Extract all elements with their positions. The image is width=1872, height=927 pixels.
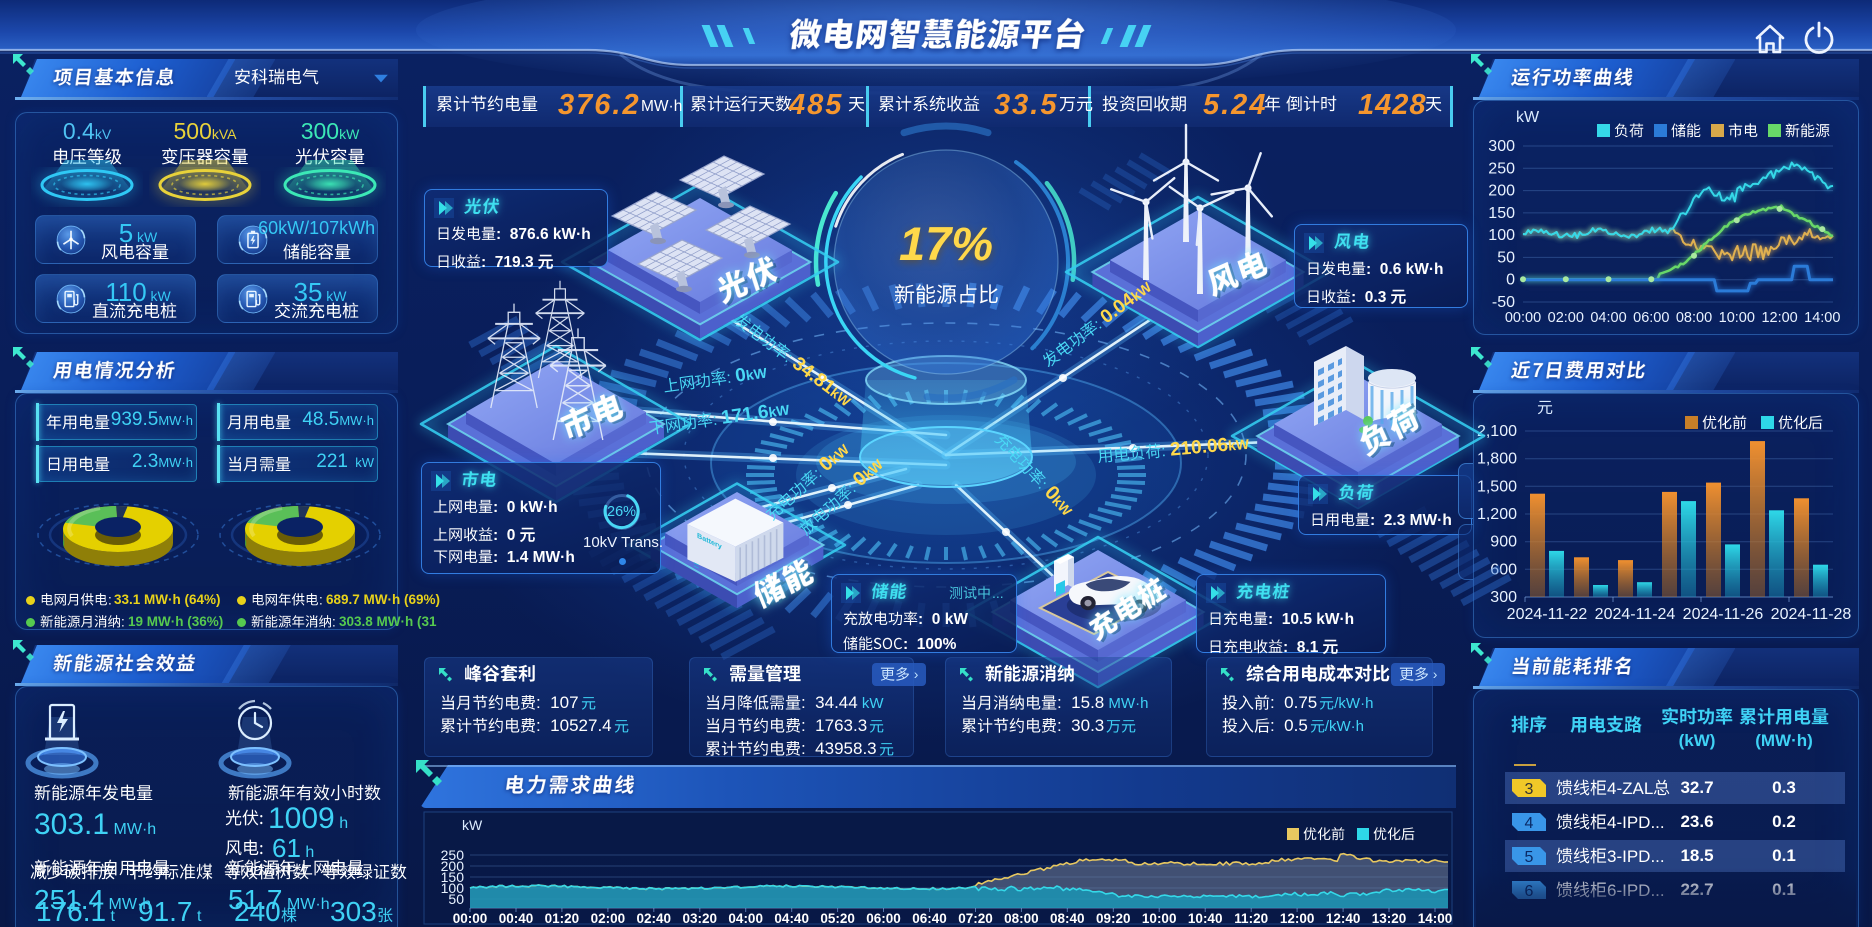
svg-text:2024-11-28: 2024-11-28 bbox=[1771, 606, 1852, 623]
svg-text:06:00: 06:00 bbox=[1633, 310, 1669, 326]
svg-text:0: 0 bbox=[734, 365, 747, 387]
svg-text:5: 5 bbox=[1525, 849, 1534, 866]
svg-text:02:00: 02:00 bbox=[591, 911, 626, 926]
svg-text::: : bbox=[121, 615, 125, 630]
svg-text:04:40: 04:40 bbox=[774, 911, 809, 926]
svg-text:02:40: 02:40 bbox=[637, 911, 672, 926]
svg-text:10:00: 10:00 bbox=[1719, 310, 1755, 326]
svg-text:14:00: 14:00 bbox=[1418, 911, 1453, 926]
svg-text:01:20: 01:20 bbox=[545, 911, 580, 926]
svg-text:900: 900 bbox=[1490, 534, 1517, 551]
svg-text:100: 100 bbox=[441, 880, 465, 896]
svg-text:1,200: 1,200 bbox=[1477, 506, 1517, 523]
svg-text:14:00: 14:00 bbox=[1804, 310, 1840, 326]
svg-text:4-ZAL: 4-ZAL bbox=[1607, 779, 1653, 798]
svg-text:09:20: 09:20 bbox=[1096, 911, 1131, 926]
svg-text:12:00: 12:00 bbox=[1761, 310, 1797, 326]
svg-text:06:00: 06:00 bbox=[866, 911, 901, 926]
svg-text::: : bbox=[1161, 443, 1167, 460]
svg-text:04:00: 04:00 bbox=[728, 911, 763, 926]
svg-text:200: 200 bbox=[1488, 183, 1515, 200]
svg-text:10:40: 10:40 bbox=[1188, 911, 1223, 926]
svg-text:03:20: 03:20 bbox=[683, 911, 718, 926]
svg-text:2024-11-26: 2024-11-26 bbox=[1683, 606, 1764, 623]
svg-text:600: 600 bbox=[1490, 561, 1517, 578]
svg-text:0.3: 0.3 bbox=[1772, 778, 1796, 797]
svg-text:05:20: 05:20 bbox=[820, 911, 855, 926]
svg-text:150: 150 bbox=[441, 869, 465, 885]
svg-text:0: 0 bbox=[1506, 272, 1515, 289]
svg-text:0.1: 0.1 bbox=[1772, 846, 1796, 865]
svg-text:08:40: 08:40 bbox=[1050, 911, 1085, 926]
svg-text:50: 50 bbox=[448, 891, 464, 907]
svg-text:2,100: 2,100 bbox=[1477, 423, 1517, 440]
svg-text:250: 250 bbox=[1488, 160, 1515, 177]
svg-text:200: 200 bbox=[441, 858, 465, 874]
svg-text:4-IPD...: 4-IPD... bbox=[1607, 813, 1665, 832]
svg-text:1,500: 1,500 bbox=[1477, 478, 1517, 495]
svg-text:(MW·h): (MW·h) bbox=[1755, 731, 1813, 750]
svg-text:1,800: 1,800 bbox=[1477, 451, 1517, 468]
svg-text:3: 3 bbox=[1525, 781, 1534, 798]
svg-text:12:40: 12:40 bbox=[1326, 911, 1361, 926]
svg-text:06:40: 06:40 bbox=[912, 911, 947, 926]
svg-text:kW: kW bbox=[462, 817, 483, 833]
svg-text::: : bbox=[726, 370, 733, 387]
svg-text:kW: kW bbox=[767, 401, 791, 420]
svg-text:00:00: 00:00 bbox=[1505, 310, 1541, 326]
svg-text:12:00: 12:00 bbox=[1280, 911, 1315, 926]
svg-text:10:00: 10:00 bbox=[1142, 911, 1177, 926]
svg-text:50: 50 bbox=[1497, 249, 1515, 266]
svg-text::: : bbox=[332, 615, 336, 630]
svg-text:32.7: 32.7 bbox=[1680, 778, 1713, 797]
svg-text:08:00: 08:00 bbox=[1004, 911, 1039, 926]
svg-text:kW: kW bbox=[1516, 109, 1540, 126]
svg-text:08:00: 08:00 bbox=[1676, 310, 1712, 326]
svg-text:0.2: 0.2 bbox=[1772, 812, 1796, 831]
svg-text:210.06: 210.06 bbox=[1169, 435, 1229, 461]
svg-text:23.6: 23.6 bbox=[1680, 812, 1713, 831]
svg-text:150: 150 bbox=[1488, 205, 1515, 222]
svg-text:17%: 17% bbox=[899, 217, 993, 270]
svg-text:kW: kW bbox=[745, 364, 769, 383]
svg-text:3-IPD...: 3-IPD... bbox=[1607, 847, 1665, 866]
svg-text:300: 300 bbox=[1488, 138, 1515, 155]
svg-text:00:00: 00:00 bbox=[453, 911, 488, 926]
svg-text:13:20: 13:20 bbox=[1372, 911, 1407, 926]
svg-text:...: ... bbox=[992, 585, 1004, 601]
svg-text:(kW): (kW) bbox=[1679, 731, 1716, 750]
svg-text::: : bbox=[108, 593, 112, 608]
svg-text:-50: -50 bbox=[1492, 294, 1515, 311]
svg-text:100: 100 bbox=[1488, 227, 1515, 244]
svg-text::: : bbox=[712, 412, 719, 429]
svg-text:02:00: 02:00 bbox=[1548, 310, 1584, 326]
svg-text:18.5: 18.5 bbox=[1680, 846, 1713, 865]
svg-text:4: 4 bbox=[1525, 815, 1534, 832]
svg-text:07:20: 07:20 bbox=[958, 911, 993, 926]
svg-text:300: 300 bbox=[1490, 589, 1517, 606]
svg-text:2024-11-24: 2024-11-24 bbox=[1595, 606, 1676, 623]
svg-text::: : bbox=[319, 593, 323, 608]
svg-text:kW: kW bbox=[1227, 436, 1250, 454]
svg-text:250: 250 bbox=[441, 847, 465, 863]
svg-text:00:40: 00:40 bbox=[499, 911, 534, 926]
svg-text:11:20: 11:20 bbox=[1234, 911, 1268, 926]
svg-text:2024-11-22: 2024-11-22 bbox=[1507, 606, 1588, 623]
svg-text:04:00: 04:00 bbox=[1590, 310, 1626, 326]
